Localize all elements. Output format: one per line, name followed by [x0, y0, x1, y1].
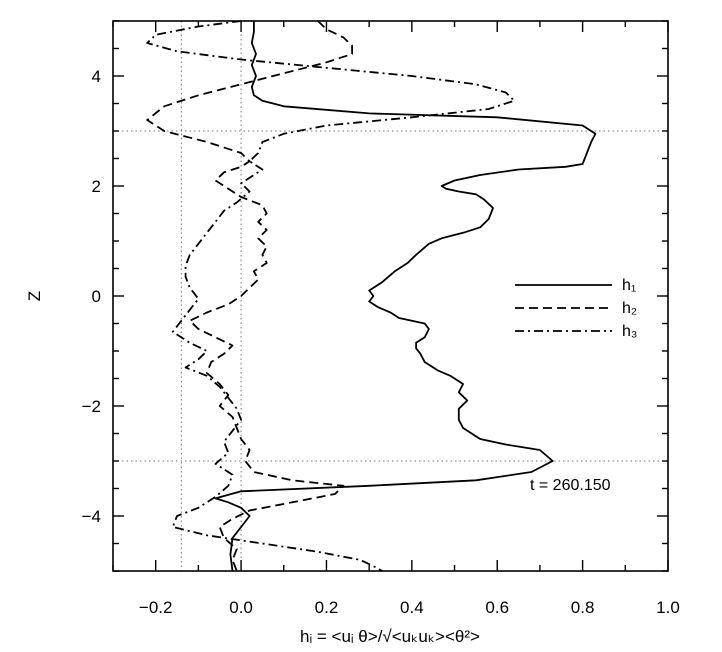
x-tick-label: 1.0 — [656, 598, 680, 617]
y-tick-label: 2 — [92, 177, 101, 196]
legend-label-h3: h₃ — [622, 323, 637, 340]
legend-label-h2: h₂ — [622, 300, 637, 317]
x-tick-label: 0.2 — [315, 598, 339, 617]
series-line-h2 — [146, 20, 354, 572]
x-tick-label: 0.8 — [571, 598, 595, 617]
y-tick-label: 0 — [92, 287, 101, 306]
y-tick-label: −2 — [82, 397, 101, 416]
x-tick-label: −0.2 — [139, 598, 173, 617]
y-tick-label: −4 — [82, 507, 101, 526]
plot-frame — [112, 20, 669, 572]
y-tick-label: 4 — [92, 67, 101, 86]
x-tick-label: 0.4 — [400, 598, 424, 617]
x-tick-label: 0.6 — [485, 598, 509, 617]
y-axis-title: Z — [25, 291, 44, 301]
series-line-h3 — [146, 20, 516, 572]
legend-label-h1: h₁ — [622, 277, 636, 294]
legend: h₁ h₂ h₃ — [515, 277, 637, 340]
x-axis-title: hᵢ = <uᵢ θ>/√<uₖuₖ><θ²> — [300, 627, 480, 646]
series-line-h1 — [214, 21, 597, 572]
x-tick-label: 0.0 — [229, 598, 253, 617]
time-annotation: t = 260.150 — [530, 477, 611, 494]
